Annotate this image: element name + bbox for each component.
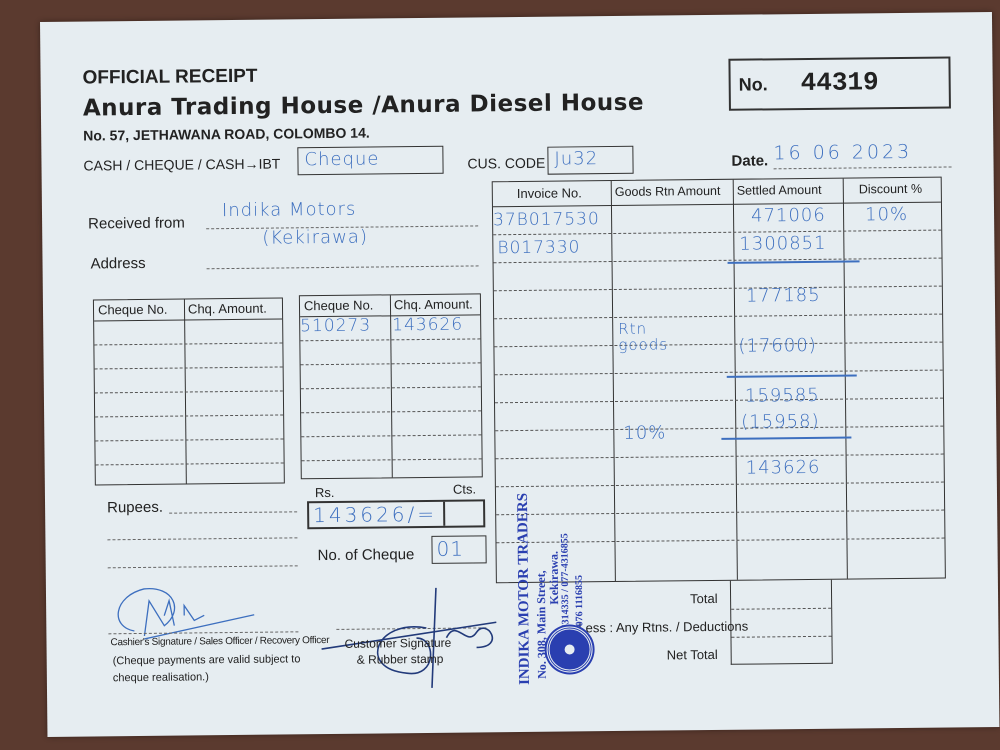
settled-4: (17600) xyxy=(738,334,817,357)
net-total-label: Net Total xyxy=(666,646,718,663)
rs-amount-value: 143626/= xyxy=(313,501,438,528)
receipt-number-box: No. 44319 xyxy=(728,56,951,111)
stamp-name: INDIKA MOTOR TRADERS xyxy=(514,492,533,686)
stamp-seal xyxy=(546,626,593,673)
col-invoice-no: Invoice No. xyxy=(516,185,582,202)
rupees-label: Rupees. xyxy=(107,498,164,517)
rs-amount-box: 143626/= xyxy=(307,499,486,530)
settled-5: 159585 xyxy=(744,384,820,407)
cheque-no-header: Cheque No. xyxy=(97,301,168,318)
settled-7: 143626 xyxy=(745,456,821,479)
company-address: No. 57, JETHAWANA ROAD, COLOMBO 14. xyxy=(83,124,370,144)
invoice-row-1: 37B017530 xyxy=(492,209,600,231)
payment-mode-label: CASH / CHEQUE / CASH→IBT xyxy=(83,155,281,174)
no-label: No. xyxy=(738,74,768,95)
rubber-stamp-label: & Rubber stamp xyxy=(356,651,444,667)
col-settled: Settled Amount xyxy=(736,182,822,198)
cheque-no-value: 510273 xyxy=(300,315,372,337)
settled-6: (15958) xyxy=(741,410,820,433)
cheque-table-1: Cheque No. Chq. Amount. xyxy=(92,297,285,486)
goods-rtn-note: Rtn goods xyxy=(618,319,669,354)
no-of-cheque-box: 01 xyxy=(431,535,487,564)
less-label: Less : Any Rtns. / Deductions xyxy=(578,618,749,636)
cus-code-field: Ju32 xyxy=(547,145,634,175)
receipt-title: OFFICIAL RECEIPT xyxy=(82,65,258,89)
cheque-table-2: Cheque No. Chq. Amount. 510273 143626 xyxy=(298,293,483,480)
cts-label: Cts. xyxy=(452,481,477,497)
received-from-label: Received from xyxy=(88,214,185,233)
receipt-number: 44319 xyxy=(800,67,879,99)
chq-amount-header: Chq. Amount. xyxy=(393,296,473,313)
col-discount: Discount % xyxy=(858,181,923,197)
date-value: 16 06 2023 xyxy=(773,140,913,165)
goods-rtn-discount: 10% xyxy=(623,422,667,444)
cheque-amount-value: 143626 xyxy=(392,314,464,336)
customer-signature xyxy=(321,587,497,688)
total-label: Total xyxy=(689,590,718,607)
cus-code-value: Ju32 xyxy=(554,148,599,170)
chq-amount-header: Chq. Amount. xyxy=(187,300,267,317)
col-goods-rtn: Goods Rtn Amount xyxy=(614,183,721,199)
invoice-row-2: B017330 xyxy=(497,237,581,259)
cheque-note: (Cheque payments are valid subject to ch… xyxy=(112,653,301,685)
settled-1: 471006 xyxy=(750,204,826,227)
receipt-paper: OFFICIAL RECEIPT Anura Trading House /An… xyxy=(40,12,1000,737)
cashier-signature xyxy=(117,588,255,640)
stamp-line4: 076 1116855 xyxy=(573,574,586,627)
cashier-signature-label: Cashier's Signature / Sales Officer / Re… xyxy=(110,635,330,649)
received-from-value: Indika Motors xyxy=(221,198,357,222)
address-value: (Kekirawa) xyxy=(262,226,369,249)
rs-label: Rs. xyxy=(314,484,335,501)
discount-value: 10% xyxy=(864,203,909,226)
cus-code-label: CUS. CODE xyxy=(467,154,546,172)
company-name: Anura Trading House /Anura Diesel House xyxy=(82,89,645,122)
payment-mode-value: Cheque xyxy=(304,148,380,171)
no-of-cheque-label: No. of Cheque xyxy=(317,546,415,565)
date-label: Date. xyxy=(731,152,769,170)
customer-signature-label: Customer Signature xyxy=(344,635,452,651)
invoice-table: Invoice No. Goods Rtn Amount Settled Amo… xyxy=(491,176,946,584)
cheque-no-header: Cheque No. xyxy=(303,297,374,314)
payment-mode-field: Cheque xyxy=(297,145,444,176)
settled-2: 1300851 xyxy=(739,232,827,255)
no-of-cheque-value: 01 xyxy=(436,536,465,561)
address-label: Address xyxy=(90,254,146,273)
settled-3: 177185 xyxy=(745,284,821,307)
